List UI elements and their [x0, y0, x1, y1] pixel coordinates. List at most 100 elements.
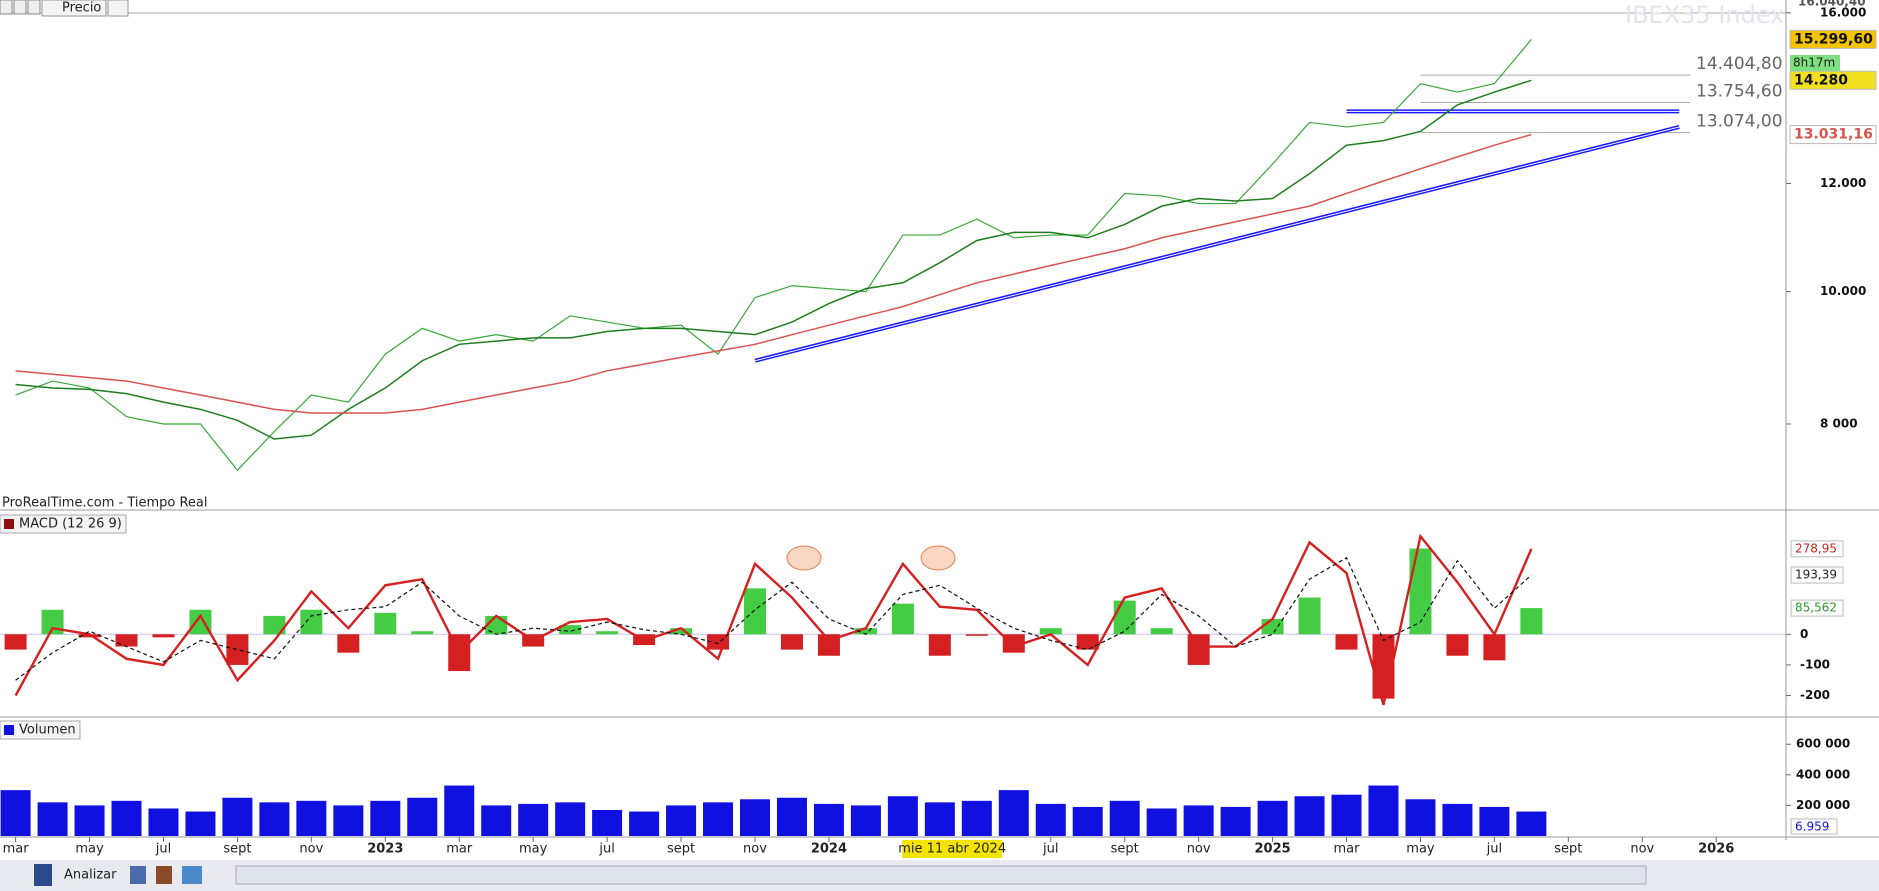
series-line — [15, 39, 1532, 472]
volume-bar — [1257, 800, 1288, 836]
volume-bar — [850, 805, 881, 836]
highlight — [920, 545, 956, 571]
icon[interactable] — [182, 866, 202, 884]
volume-bar — [111, 800, 142, 836]
histogram-bar — [780, 634, 803, 650]
icon[interactable] — [130, 866, 146, 884]
histogram-bar — [300, 609, 323, 635]
source: ProRealTime.com - Tiempo Real — [2, 496, 208, 511]
volume-bar — [1035, 803, 1066, 836]
macd-line — [14, 533, 1533, 706]
histogram-bar — [596, 631, 619, 635]
scrollbar[interactable] — [235, 865, 1647, 885]
volume-bar — [370, 800, 401, 836]
y-tick-label: 200 000 — [1796, 798, 1850, 812]
histogram-bar — [152, 634, 175, 638]
series-line — [15, 79, 1532, 440]
volume-bar — [629, 811, 660, 836]
icon[interactable] — [156, 866, 172, 884]
icon[interactable] — [34, 864, 52, 886]
volume-bar — [1479, 806, 1510, 836]
histogram-bar — [78, 634, 101, 638]
cursor-label: mie 11 abr 2024 — [898, 842, 1006, 857]
volume-bar — [222, 797, 253, 836]
x-tick-label: may — [75, 842, 104, 857]
panel-title: Precio — [62, 1, 101, 16]
histogram-bar — [1520, 608, 1543, 635]
icon[interactable] — [13, 0, 27, 15]
volume-bar — [296, 800, 327, 836]
value-tag — [1790, 566, 1844, 584]
value-tag-label: 6.959 — [1795, 819, 1829, 833]
macd-line — [15, 556, 1532, 681]
icon[interactable] — [107, 0, 129, 17]
volume-bar — [37, 802, 68, 836]
value-tag-label: 193,39 — [1795, 568, 1837, 582]
x-tick-label: may — [1406, 842, 1435, 857]
x-tick-label: may — [519, 842, 548, 857]
histogram-bar — [1187, 634, 1210, 665]
histogram-bar — [1446, 634, 1469, 656]
value-tag-label: 85,562 — [1795, 601, 1837, 615]
price-tag — [1789, 125, 1877, 145]
histogram-bar — [189, 609, 212, 635]
histogram-bar — [1150, 628, 1173, 635]
x-tick-label: jul — [1486, 842, 1502, 857]
histogram-bar — [337, 634, 360, 653]
panel-title: Volumen — [19, 723, 76, 738]
price-tag-label: 14.280 — [1794, 72, 1848, 88]
series-line — [15, 133, 1532, 414]
histogram-bar — [374, 612, 397, 635]
zoom-tools[interactable] — [1660, 866, 1870, 884]
volume-bar — [1405, 799, 1436, 836]
histogram-bar — [1261, 618, 1284, 635]
volume-bar — [1146, 808, 1177, 836]
volume-bar — [1294, 796, 1325, 836]
x-tick-label: nov — [1187, 842, 1211, 857]
x-tick-label: nov — [299, 842, 323, 857]
x-tick-label: sept — [667, 842, 695, 857]
x-tick-label: mar — [3, 842, 30, 857]
x-tick-label: sept — [223, 842, 251, 857]
volume-bar — [592, 810, 623, 836]
cursor-box — [902, 840, 1003, 858]
countdown-box — [1790, 55, 1840, 71]
price-tag-label: 15.299,60 — [1794, 31, 1873, 47]
volume-bar — [1442, 803, 1473, 836]
trendline-inner — [754, 126, 1680, 362]
x-tick-label: jul — [598, 842, 614, 857]
x-tick-label: nov — [743, 842, 767, 857]
histogram-bar — [115, 634, 138, 647]
volume-bar — [998, 790, 1029, 836]
histogram-bar — [1076, 634, 1099, 650]
histogram-bar — [411, 631, 434, 635]
price-tag-label: 13.031,16 — [1794, 127, 1873, 143]
histogram-bar — [1483, 634, 1506, 661]
value-tag — [1790, 818, 1838, 835]
volume-bar — [518, 803, 549, 836]
panel-title-box — [0, 720, 81, 740]
volume-bar — [1109, 800, 1140, 836]
analyze-button[interactable]: Analizar — [64, 868, 117, 883]
icon — [4, 519, 14, 529]
panel-title: MACD (12 26 9) — [19, 517, 122, 532]
histogram-bar — [263, 615, 286, 635]
volume-bar — [1072, 806, 1103, 836]
icon[interactable] — [0, 0, 13, 15]
x-tick-label: nov — [1630, 842, 1654, 857]
histogram-bar — [1298, 597, 1321, 635]
level-label: 13.074,00 — [1696, 112, 1783, 132]
x-tick-label: 2026 — [1698, 842, 1734, 857]
volume-bar — [185, 811, 216, 836]
icon — [4, 725, 14, 735]
icon[interactable] — [27, 0, 41, 15]
x-tick-label: sept — [1111, 842, 1139, 857]
volume-bar — [444, 785, 475, 836]
level-label: 13.754,60 — [1696, 82, 1783, 102]
x-tick-label: 2023 — [367, 842, 403, 857]
x-tick-label: sept — [1554, 842, 1582, 857]
value-tag-label: 278,95 — [1795, 541, 1837, 555]
volume-bar — [1183, 805, 1214, 836]
histogram-bar — [965, 634, 988, 636]
watermark: IBEX35 Index — [1625, 1, 1784, 29]
